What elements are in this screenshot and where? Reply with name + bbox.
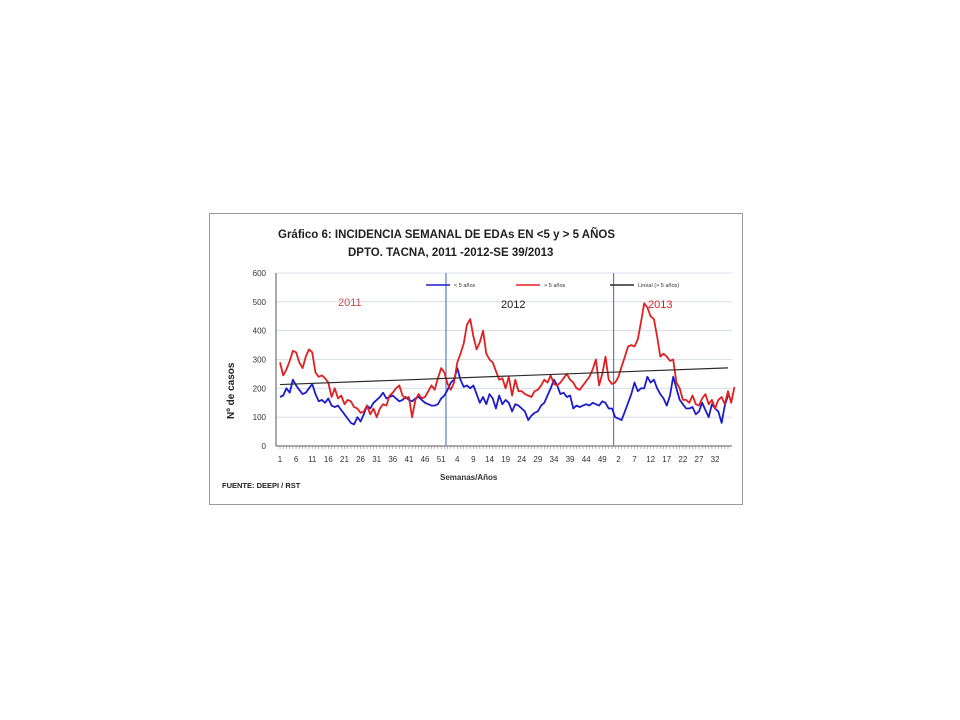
chart-frame: Gráfico 6: INCIDENCIA SEMANAL DE EDAs EN… (209, 213, 743, 505)
series-line-1 (279, 302, 736, 419)
x-tick-label: 41 (404, 455, 413, 464)
x-tick-label: 21 (340, 455, 349, 464)
legend-entry: < 5 años (454, 283, 476, 289)
x-tick-label: 29 (533, 455, 542, 464)
x-axis-label: Semanas/Años (440, 473, 498, 482)
x-tick-label: 2 (616, 455, 621, 464)
y-tick-label: 500 (253, 298, 267, 307)
x-tick-label: 44 (582, 455, 591, 464)
x-tick-label: 39 (566, 455, 575, 464)
y-tick-label: 200 (253, 384, 267, 393)
x-tick-label: 32 (711, 455, 720, 464)
legend: < 5 años > 5 años Lineal (> 5 años) (426, 283, 679, 289)
x-tick-label: 19 (501, 455, 510, 464)
x-tick-label: 36 (388, 455, 397, 464)
x-tick-label: 12 (646, 455, 655, 464)
x-tick-label: 7 (632, 455, 637, 464)
x-tick-label: 49 (598, 455, 607, 464)
y-tick-label: 0 (262, 442, 267, 451)
x-tick-labels: 1 6 11 16 21 26 31 36 41 46 51 4 9 14 19 24 29 34 39 44 49 2 7… (278, 446, 729, 464)
x-tick-label: 27 (695, 455, 704, 464)
x-tick-label: 51 (437, 455, 446, 464)
x-tick-label: 9 (471, 455, 476, 464)
year-label: 2012 (501, 299, 525, 311)
x-tick-label: 17 (662, 455, 671, 464)
x-tick-label: 16 (324, 455, 333, 464)
year-label: 2011 (338, 297, 362, 309)
legend-entry: > 5 años (544, 283, 566, 289)
chart-title-line2: DPTO. TACNA, 2011 -2012-SE 39/2013 (348, 247, 553, 259)
x-tick-label: 1 (278, 455, 283, 464)
x-tick-label: 26 (356, 455, 365, 464)
series-layer (279, 302, 736, 426)
incidence-chart: Gráfico 6: INCIDENCIA SEMANAL DE EDAs EN… (222, 228, 736, 490)
y-tick-label: 600 (253, 269, 267, 278)
year-label: 2013 (648, 299, 672, 311)
source-note: FUENTE: DEEPI / RST (222, 481, 301, 490)
chart-title-line1: Gráfico 6: INCIDENCIA SEMANAL DE EDAs EN… (278, 228, 615, 241)
year-labels: 2011 2012 2013 (338, 297, 672, 311)
y-tick-label: 400 (253, 327, 267, 336)
y-tick-label: 100 (253, 413, 267, 422)
year-boundaries (445, 273, 615, 446)
legend-entry: Lineal (> 5 años) (638, 283, 679, 289)
x-tick-label: 11 (308, 455, 317, 464)
series-line-2 (279, 367, 729, 386)
y-axis-label: Nº de casos (226, 362, 237, 419)
x-tick-label: 4 (455, 455, 460, 464)
y-tick-label: 300 (253, 356, 267, 365)
grid-layer (275, 272, 732, 447)
x-tick-label: 34 (550, 455, 559, 464)
x-tick-label: 6 (294, 455, 299, 464)
series-line-0 (279, 367, 729, 426)
x-tick-label: 22 (678, 455, 687, 464)
x-tick-label: 46 (421, 455, 430, 464)
y-tick-labels: 0 100 200 300 400 500 600 (253, 269, 267, 451)
x-tick-label: 31 (372, 455, 381, 464)
x-tick-label: 24 (517, 455, 526, 464)
x-tick-label: 14 (485, 455, 494, 464)
